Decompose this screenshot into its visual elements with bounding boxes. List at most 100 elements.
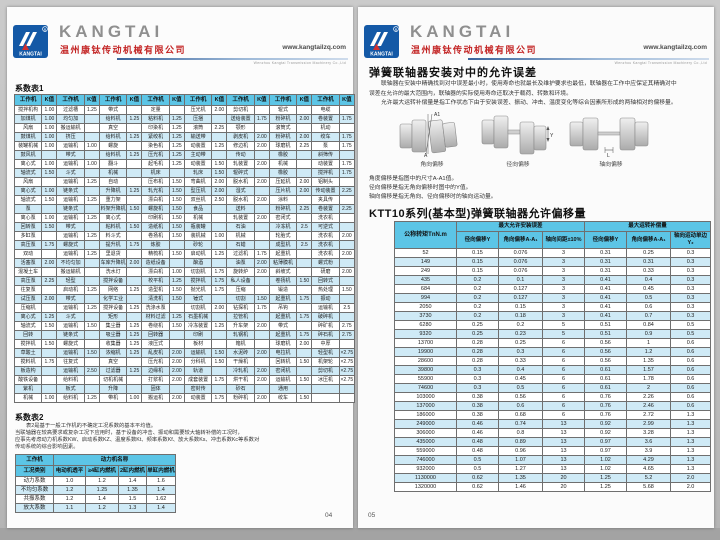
table-row: 6280 0.25 0.2 5 0.51 0.84 0.5 [394,320,712,330]
data-cell: 0.6 [670,365,712,375]
data-cell: 4.29 [626,455,672,465]
data-cell: 0.31 [584,248,628,258]
data-cell: 吸尘器 [98,330,128,340]
data-cell: 1 [626,338,672,348]
data-cell: 0.38 [456,392,499,402]
data-cell: 斜坡式 [268,267,298,277]
data-cell [253,168,270,178]
data-cell: 主动带 [183,150,213,160]
data-cell: 1.50 [41,339,58,349]
data-cell: 回转 [13,330,43,340]
data-cell: 6 [541,410,586,420]
data-cell [126,276,143,286]
data-cell: 2.00 [296,114,313,124]
data-cell: 0.76 [584,410,628,420]
data-cell: 斗式 [56,168,85,178]
data-cell: 往复泵 [13,285,43,295]
data-cell: 剥皮机 [226,132,255,142]
data-cell: 0.5 [456,464,499,474]
data-cell: 弯曲机 [183,177,213,187]
data-cell: 2.00 [253,267,270,277]
right-page: KANGTAI R KANGTAI 温州康钛传动机械有限公司 www.kangt… [358,7,714,528]
data-cell: 0.3 [670,257,712,267]
data-cell [126,267,143,277]
data-cell: 滚筒式 [268,123,298,133]
table-row: 风扇 运输机 1.25 自动 压布机 1.50 弯曲机 2.00 脱水机 2.00 压延机 2.00 铝… [13,177,356,187]
data-cell: 鼓煤机 [13,132,43,142]
data-cell: 运输机 [183,348,213,358]
data-cell: 1.50 [126,204,143,214]
alignment-intro: 联轴器在安装中精确找到对中误差最小时，使用寿命也就最长及维护要求也最低，联轴器在… [369,80,704,109]
data-cell: 1.25 [85,485,119,495]
data-cell: 1.50 [168,222,185,232]
data-cell [296,267,313,277]
header-cell: 工作机 [13,94,43,106]
data-cell: 2.00 [253,195,270,205]
data-cell [253,330,270,340]
data-cell: 成型机 [268,240,298,250]
data-cell: 0.076 [498,248,543,258]
data-cell: 0.2 [456,284,499,294]
data-cell: 1.50 [168,177,185,187]
data-cell [211,339,228,349]
data-cell: 冷轧机 [226,366,255,376]
data-cell: 2.25 [338,186,356,196]
data-cell: 2.00 [168,366,185,376]
data-cell: 板式 [56,384,85,394]
data-cell [211,312,228,322]
data-cell: ×2.75 [338,357,356,367]
data-cell: 油泵 [226,258,255,268]
data-cell: 2 [626,383,672,393]
data-cell: 离心泵 [13,213,43,223]
data-cell: 紫机 [13,384,43,394]
data-cell: 1.57 [626,365,672,375]
data-cell [296,168,313,178]
data-cell [253,339,270,349]
data-cell: 1.50 [41,168,58,178]
table-row: 离心式 1.25 斗式 矩形 材料过滤 1.25 石墨机械 拉管机 起重机 1.75 破碎机 [13,312,356,322]
data-cell: 轧光机 [141,186,170,196]
data-cell: 运输机 [56,177,85,187]
data-cell: 2.5 [338,303,356,313]
offset-table-title: KTT10系列(基本型)弹簧联轴器允许偏移量 [369,208,586,220]
data-cell: 1.00 [41,393,58,403]
data-cell: 干燥机 [226,357,255,367]
data-cell: 4.65 [626,464,672,474]
data-cell: 2.00 [296,177,313,187]
data-cell: 1.25 [126,330,143,340]
data-cell: 1.00 [41,186,58,196]
data-cell: 搬运机 [141,393,170,403]
data-cell: 锻造 [268,285,298,295]
data-cell: 试压泵 [13,294,43,304]
data-cell: 2.72 [626,410,672,420]
data-cell: 1.50 [126,222,143,232]
data-cell: 0.62 [456,482,499,492]
data-cell: 回转机 [268,357,298,367]
data-cell: 1.3 [670,428,712,438]
data-cell: 6 [541,338,586,348]
data-cell: 运输机 [56,231,85,241]
data-cell: 0.18 [498,311,543,321]
table-row: 板造构 运输机 2.50 过滤器 1.25 边缘机 2.00 轨道 冷轧机 2.00 密闭机 剪切机 ×… [13,366,356,376]
data-cell: 漂白机 [141,267,170,277]
data-cell: 0.5 [498,383,543,393]
data-cell: 0.2 [498,320,543,330]
data-cell: 2.00 [253,321,270,331]
data-cell [253,123,270,133]
data-cell [338,240,356,250]
data-cell: 1.00 [41,132,58,142]
company-name: 温州康钛传动机械有限公司 [60,45,187,55]
data-cell [211,114,228,124]
data-cell: 1.25 [83,285,100,295]
data-cell: 1.1 [53,503,86,513]
data-cell: 0.6 [626,302,672,312]
data-cell [211,384,228,394]
data-cell: 烘干机 [226,375,255,385]
data-cell: 精梳机 [141,249,170,259]
data-cell [211,258,228,268]
data-cell: 双丝机 [183,195,213,205]
data-cell: 真空 [98,357,128,367]
data-cell: 抛光机 [183,285,213,295]
svg-text:R: R [395,28,398,32]
note-line: 径向偏移是指无角向偏移时图中的Y值。 [369,185,472,191]
